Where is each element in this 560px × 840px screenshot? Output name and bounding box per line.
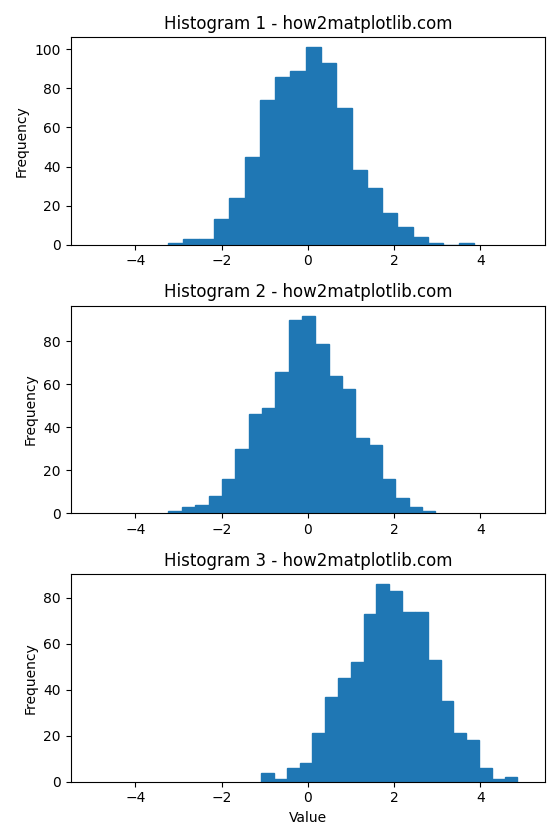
Bar	[398, 227, 413, 244]
Bar	[312, 733, 325, 782]
Bar	[479, 768, 492, 782]
Bar	[367, 188, 382, 244]
Bar	[409, 507, 422, 513]
Bar	[382, 479, 395, 513]
Bar	[342, 389, 356, 513]
Bar	[351, 662, 363, 782]
Bar	[413, 237, 428, 244]
Title: Histogram 3 - how2matplotlib.com: Histogram 3 - how2matplotlib.com	[164, 552, 452, 570]
Bar	[376, 584, 389, 782]
Bar	[338, 679, 351, 782]
Bar	[261, 773, 274, 782]
Bar	[222, 479, 235, 513]
Bar	[275, 76, 291, 244]
Bar	[287, 768, 300, 782]
Bar	[291, 71, 306, 244]
Bar	[249, 414, 262, 513]
Bar	[235, 449, 249, 513]
Y-axis label: Frequency: Frequency	[24, 374, 38, 445]
Bar	[214, 219, 229, 244]
Bar	[441, 701, 454, 782]
Bar	[395, 498, 409, 513]
Bar	[276, 371, 288, 513]
Bar	[428, 660, 441, 782]
Bar	[415, 612, 428, 782]
Bar	[352, 171, 367, 244]
Bar	[337, 108, 352, 244]
Bar	[306, 47, 321, 244]
Bar	[300, 764, 312, 782]
Bar	[368, 444, 382, 513]
Bar	[466, 740, 479, 782]
Bar	[183, 239, 199, 244]
Bar	[274, 780, 287, 782]
Bar	[288, 320, 302, 513]
Bar	[182, 507, 195, 513]
Y-axis label: Frequency: Frequency	[24, 642, 38, 714]
Bar	[459, 243, 474, 244]
Bar	[492, 780, 505, 782]
Bar	[260, 100, 275, 244]
Bar	[505, 777, 517, 782]
Bar	[402, 612, 415, 782]
Bar	[321, 63, 337, 244]
Bar	[389, 591, 402, 782]
Bar	[325, 696, 338, 782]
X-axis label: Value: Value	[289, 811, 327, 825]
Bar	[199, 239, 214, 244]
Bar	[195, 505, 208, 513]
Bar	[315, 344, 329, 513]
Bar	[454, 733, 466, 782]
Bar	[422, 511, 436, 513]
Bar	[428, 243, 444, 244]
Y-axis label: Frequency: Frequency	[15, 105, 29, 177]
Bar	[169, 511, 182, 513]
Bar	[302, 316, 315, 513]
Bar	[245, 157, 260, 244]
Title: Histogram 2 - how2matplotlib.com: Histogram 2 - how2matplotlib.com	[164, 283, 452, 302]
Bar	[363, 614, 376, 782]
Bar	[208, 496, 222, 513]
Bar	[382, 213, 398, 244]
Bar	[168, 243, 183, 244]
Title: Histogram 1 - how2matplotlib.com: Histogram 1 - how2matplotlib.com	[164, 15, 452, 33]
Bar	[356, 438, 368, 513]
Bar	[329, 375, 342, 513]
Bar	[262, 408, 276, 513]
Bar	[229, 197, 245, 244]
